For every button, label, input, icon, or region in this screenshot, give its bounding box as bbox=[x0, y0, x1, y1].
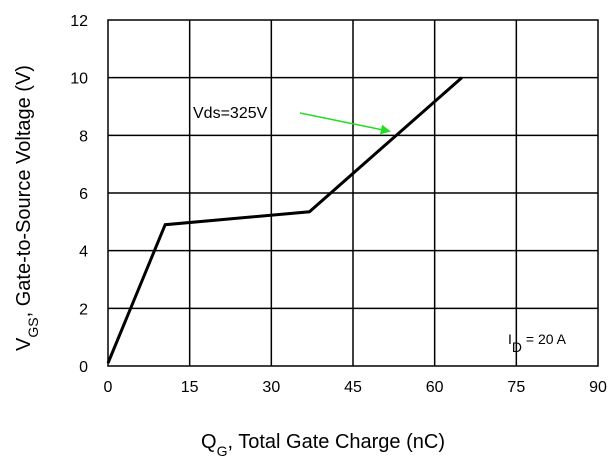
y-axis-title-rest: , Gate-to-Source Voltage (V) bbox=[13, 65, 35, 317]
annotation-arrow bbox=[299, 112, 391, 135]
y-axis-title-sub: GS bbox=[25, 317, 41, 337]
x-axis-title-rest: , Total Gate Charge (nC) bbox=[227, 431, 445, 453]
x-axis-title-main: Q bbox=[201, 431, 217, 453]
x-tick-label: 75 bbox=[507, 379, 525, 396]
y-tick-labels: 0 2 4 6 8 10 12 bbox=[70, 13, 88, 376]
y-axis-title-main: V bbox=[13, 337, 35, 351]
x-tick-label: 30 bbox=[262, 379, 280, 396]
annotation-label: Vds=325V bbox=[193, 105, 268, 122]
y-tick-label: 0 bbox=[79, 359, 88, 376]
x-tick-label: 90 bbox=[589, 379, 607, 396]
y-tick-label: 6 bbox=[79, 186, 88, 203]
x-tick-labels: 0 15 30 45 60 75 90 bbox=[104, 379, 607, 396]
y-tick-label: 2 bbox=[79, 301, 88, 318]
x-tick-label: 45 bbox=[344, 379, 362, 396]
grid bbox=[108, 20, 598, 366]
note-sub: D bbox=[512, 339, 522, 355]
plot-frame bbox=[107, 19, 599, 367]
x-tick-label: 15 bbox=[181, 379, 199, 396]
x-tick-label: 60 bbox=[426, 379, 444, 396]
drain-current-note: ID = 20 A bbox=[508, 331, 567, 355]
x-tick-label: 0 bbox=[104, 379, 113, 396]
y-tick-label: 4 bbox=[79, 244, 88, 261]
y-tick-label: 12 bbox=[70, 13, 88, 30]
y-tick-label: 8 bbox=[79, 128, 88, 145]
note-rest: = 20 A bbox=[522, 331, 567, 347]
x-axis-title: QG, Total Gate Charge (nC) bbox=[201, 431, 445, 457]
y-axis-title: VGS, Gate-to-Source Voltage (V) bbox=[13, 65, 41, 351]
y-tick-label: 10 bbox=[70, 71, 88, 88]
series-line bbox=[106, 76, 463, 364]
note-main: I bbox=[508, 331, 512, 347]
x-axis-title-sub: G bbox=[217, 443, 228, 457]
